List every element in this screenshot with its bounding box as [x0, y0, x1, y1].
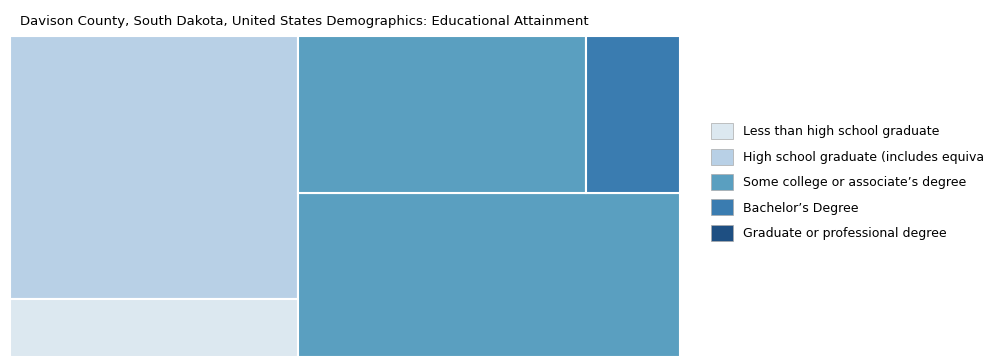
FancyBboxPatch shape [297, 193, 680, 357]
FancyBboxPatch shape [586, 36, 680, 193]
Text: Davison County, South Dakota, United States Demographics: Educational Attainment: Davison County, South Dakota, United Sta… [20, 15, 588, 28]
Legend: Less than high school graduate, High school graduate (includes equivalency), Som: Less than high school graduate, High sch… [710, 123, 985, 241]
FancyBboxPatch shape [297, 36, 586, 193]
FancyBboxPatch shape [10, 299, 297, 357]
FancyBboxPatch shape [10, 36, 297, 299]
